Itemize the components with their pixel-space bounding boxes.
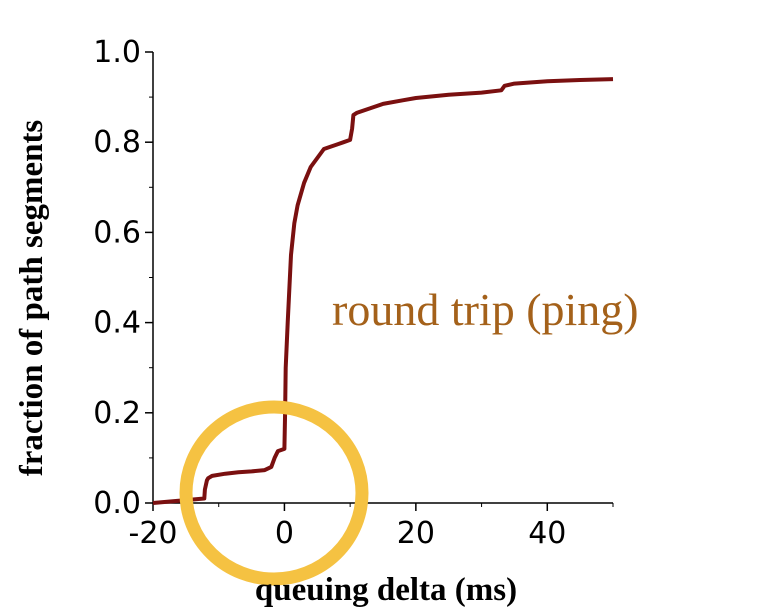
x-tick-label: 40 xyxy=(528,516,566,551)
y-tick-label: 0.8 xyxy=(93,125,141,160)
y-tick-label: 0.4 xyxy=(93,306,141,341)
series-line xyxy=(152,77,614,505)
y-tick-label: 0.2 xyxy=(93,396,141,431)
y-ticks: 0.0 0.2 0.4 0.6 0.8 1.0 xyxy=(93,35,153,521)
highlight-circle xyxy=(179,400,369,586)
y-tick-label: 0.0 xyxy=(93,486,141,521)
x-tick-label: 0 xyxy=(275,516,294,551)
annotation-label: round trip (ping) xyxy=(332,284,639,335)
y-tick-label: 0.6 xyxy=(93,215,141,250)
x-tick-label: -20 xyxy=(129,516,178,551)
x-axis-label: queuing delta (ms) xyxy=(255,572,517,608)
axes: 0.0 0.2 0.4 0.6 0.8 1.0 -20 0 20 40 xyxy=(93,35,614,551)
x-tick-label: 20 xyxy=(397,516,435,551)
y-axis-label: fraction of path segments xyxy=(14,120,50,477)
x-ticks: -20 0 20 40 xyxy=(129,503,614,551)
y-tick-label: 1.0 xyxy=(93,35,141,70)
